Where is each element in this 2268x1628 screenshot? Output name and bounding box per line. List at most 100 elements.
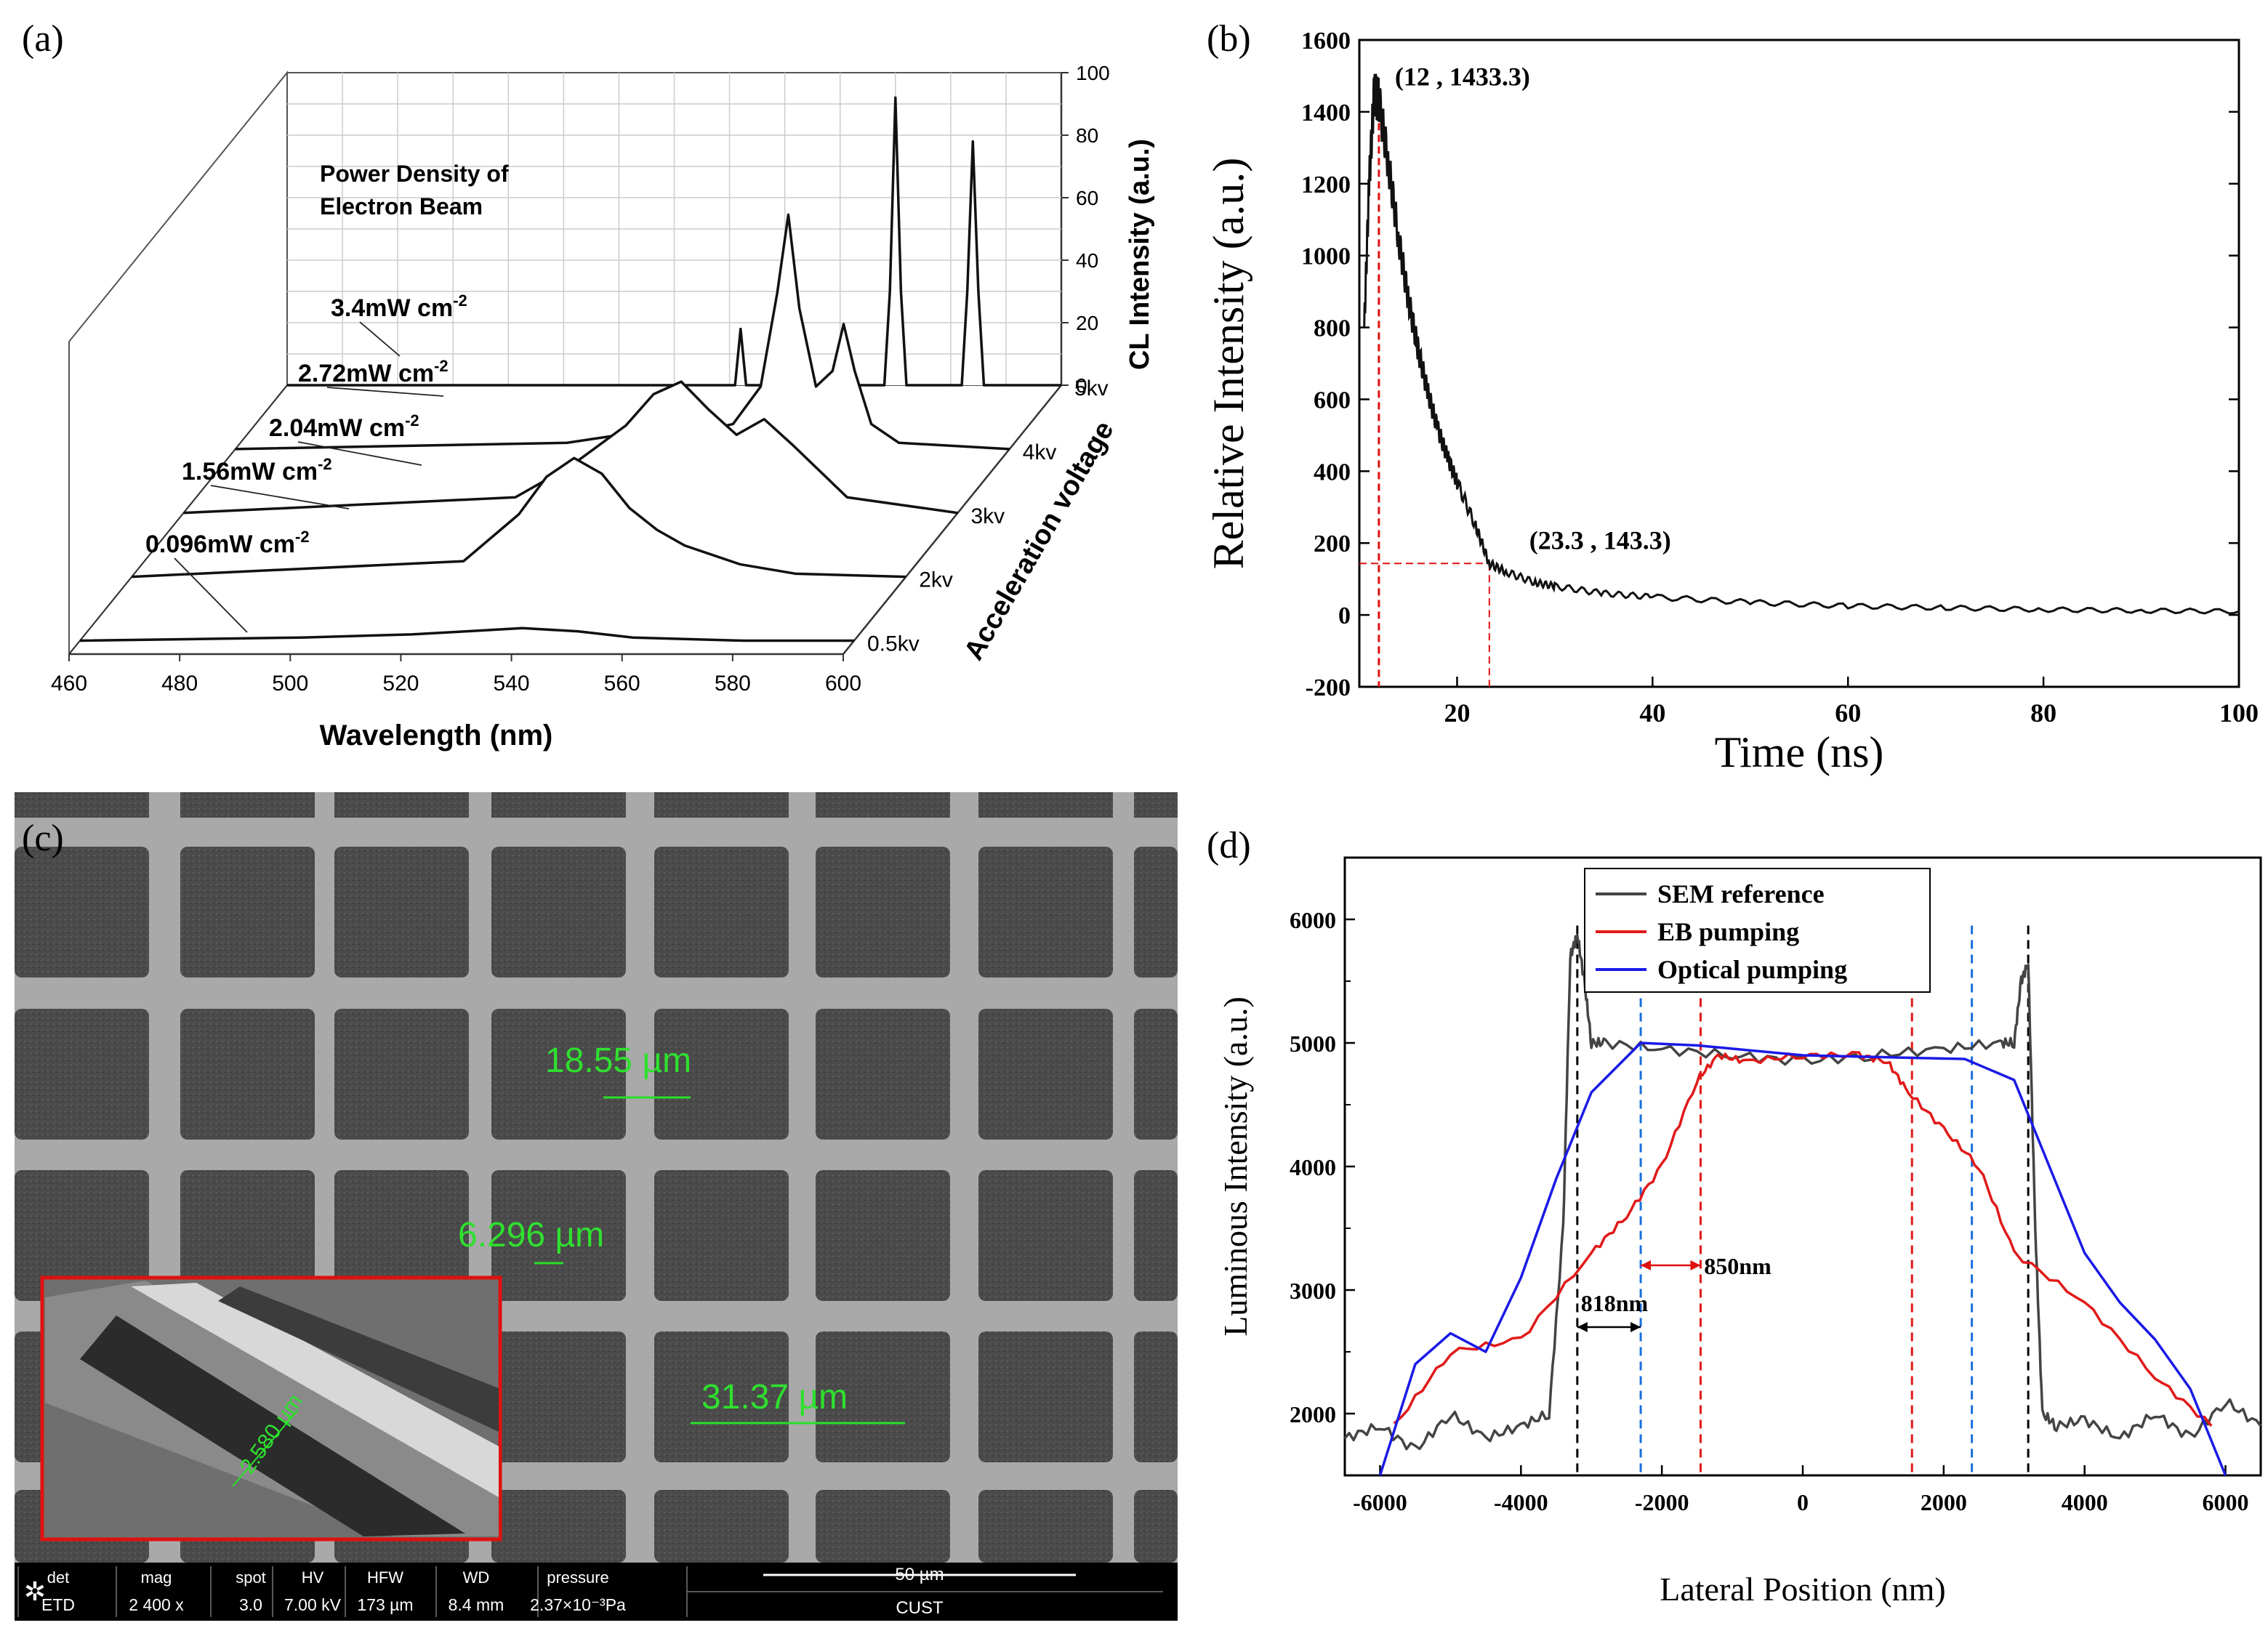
- waterfall-back-grid: [287, 73, 1061, 385]
- power-value: 1.56mW cm: [182, 458, 318, 485]
- decay-chart: (b) -200 0 200 400 600 800 1000 1200 1400 1600 20 4…: [1205, 18, 2259, 776]
- y-tick-label: 400: [1314, 459, 1351, 485]
- institution-label: CUST: [896, 1598, 944, 1618]
- sem-square: [978, 1009, 1113, 1140]
- x-tick-label: 2000: [1921, 1489, 1967, 1515]
- power-label: 2.72mW cm-2: [298, 357, 449, 387]
- scale-label: 50 µm: [895, 1565, 944, 1584]
- legend-title-line1: Power Density of: [320, 161, 509, 187]
- sem-square: [1134, 1331, 1178, 1462]
- y-tick-label: 4000: [1290, 1154, 1336, 1180]
- panel-b: (b) -200 0 200 400 600 800 1000 1200 1400 1600 20 4…: [1163, 0, 2268, 785]
- leader-line: [210, 485, 350, 509]
- legend-title-line2: Electron Beam: [320, 193, 483, 219]
- info-value: 8.4 mm: [449, 1595, 504, 1614]
- y-tick-label: 1000: [1301, 243, 1351, 270]
- measurement-3: 31.37 µm: [701, 1378, 848, 1417]
- legend-label: EB pumping: [1657, 917, 1799, 946]
- z-tick-label: 80: [1076, 124, 1098, 147]
- power-label: 1.56mW cm-2: [182, 455, 332, 485]
- x-tick-label: 580: [715, 672, 751, 696]
- decay-series: [1363, 73, 2240, 615]
- z-axis-label: CL Intensity (a.u.): [1125, 139, 1155, 370]
- sem-square: [180, 1170, 315, 1301]
- z-tick-label: 100: [1076, 62, 1110, 84]
- sem-square: [1134, 847, 1178, 978]
- y-axis-label: Relative Intensity (a.u.): [1205, 158, 1252, 569]
- x-tick-labels: 460 480 500 520 540 560 580 600: [51, 654, 861, 696]
- power-exponent: -2: [318, 455, 332, 473]
- arrowhead: [1690, 1260, 1701, 1270]
- power-label: 0.096mW cm-2: [145, 528, 310, 558]
- sem-square-partial: [978, 792, 1113, 818]
- x-tick-label: -4000: [1494, 1489, 1548, 1515]
- y-tick-label: 600: [1314, 387, 1351, 414]
- z-tick-labels: 0 20 40 60 80 100: [1061, 62, 1110, 397]
- sem-square: [15, 1009, 149, 1140]
- x-axis-label: Wavelength (nm): [320, 720, 553, 751]
- y-tick-label: 1600: [1301, 28, 1351, 55]
- depth-labels: 0.5kv 2kv 3kv 4kv 5kv: [867, 376, 1109, 656]
- sem-square: [180, 1009, 315, 1140]
- sem-square: [491, 847, 626, 978]
- info-value: 3.0: [239, 1595, 262, 1614]
- sem-image: 18.55 µm 6.296 µm 31.37 µm 2.580 µm ✲ det…: [15, 792, 1178, 1621]
- y-tick-label: 800: [1314, 315, 1351, 342]
- sem-square: [334, 1009, 469, 1140]
- annotation-labels: (12 , 1433.3) (23.3 , 143.3): [1395, 62, 1671, 555]
- left-wall: [68, 70, 288, 656]
- lateral-profile-chart: (d) 2000 3000 4000 5000 6000 -6000 -4000 -2000 0…: [1207, 825, 2262, 1608]
- panel-d: (d) 2000 3000 4000 5000 6000 -6000 -4000 -2000 0…: [1178, 799, 2268, 1628]
- y-tick-label: 6000: [1290, 907, 1336, 933]
- sem-square: [491, 1490, 626, 1563]
- power-value: 3.4mW cm: [331, 294, 453, 322]
- z-tick-label: 20: [1076, 312, 1098, 334]
- x-tick-label: 0: [1797, 1489, 1809, 1515]
- y-tick-label: 3000: [1290, 1278, 1336, 1304]
- sem-square: [654, 1009, 789, 1140]
- sem-square: [816, 1490, 950, 1563]
- series-line-0.5kv: [79, 626, 854, 642]
- x-tick-label: 100: [2219, 698, 2259, 728]
- series-sem-reference: [1343, 934, 2262, 1451]
- annotation-guides: [1359, 100, 1490, 687]
- annotation-818nm: 818nm: [1581, 1290, 1649, 1316]
- z-tick-label: 40: [1076, 249, 1098, 272]
- x-tick-label: 460: [51, 672, 87, 696]
- panel-label-d: (d): [1207, 825, 1251, 866]
- x-axis-label: Lateral Position (nm): [1660, 1571, 1945, 1608]
- leader-line: [326, 387, 444, 397]
- info-header: mag: [141, 1568, 172, 1587]
- power-exponent: -2: [295, 528, 310, 546]
- sem-square: [654, 1170, 789, 1301]
- power-value: 2.04mW cm: [269, 414, 405, 442]
- plot-frame: [1358, 39, 2240, 688]
- panel-a: (a) 460 480 500 520 540 560 580 600 0 20 40 60 80 10…: [0, 0, 1163, 770]
- sem-square: [1134, 1490, 1178, 1563]
- leader-line: [174, 557, 248, 633]
- sem-square: [978, 847, 1113, 978]
- x-tick-label: 80: [2030, 698, 2056, 728]
- info-header: spot: [236, 1568, 266, 1587]
- x-tick-label: 6000: [2203, 1489, 2249, 1515]
- sem-square: [334, 1170, 469, 1301]
- waterfall-series: [79, 96, 1061, 642]
- power-label: 3.4mW cm-2: [331, 291, 467, 322]
- y-tick-label: 5000: [1290, 1031, 1336, 1057]
- peak-annotation: (12 , 1433.3): [1395, 62, 1530, 91]
- info-value: 2 400 x: [129, 1595, 184, 1614]
- measurement-1: 18.55 µm: [545, 1041, 691, 1080]
- panel-label-c: (c): [22, 818, 64, 859]
- sem-square: [1134, 1009, 1178, 1140]
- power-value: 0.096mW cm: [145, 531, 295, 558]
- sem-square: [1134, 1170, 1178, 1301]
- info-header: WD: [463, 1568, 490, 1587]
- series-optical-pumping: [1378, 1041, 2227, 1476]
- leader-line: [359, 321, 401, 357]
- series-fill-0.5kv: [80, 628, 854, 641]
- sem-square: [816, 1170, 950, 1301]
- info-value: 173 µm: [357, 1595, 413, 1614]
- sem-square: [816, 1009, 950, 1140]
- x-tick-label: 480: [161, 672, 198, 696]
- sem-square: [816, 847, 950, 978]
